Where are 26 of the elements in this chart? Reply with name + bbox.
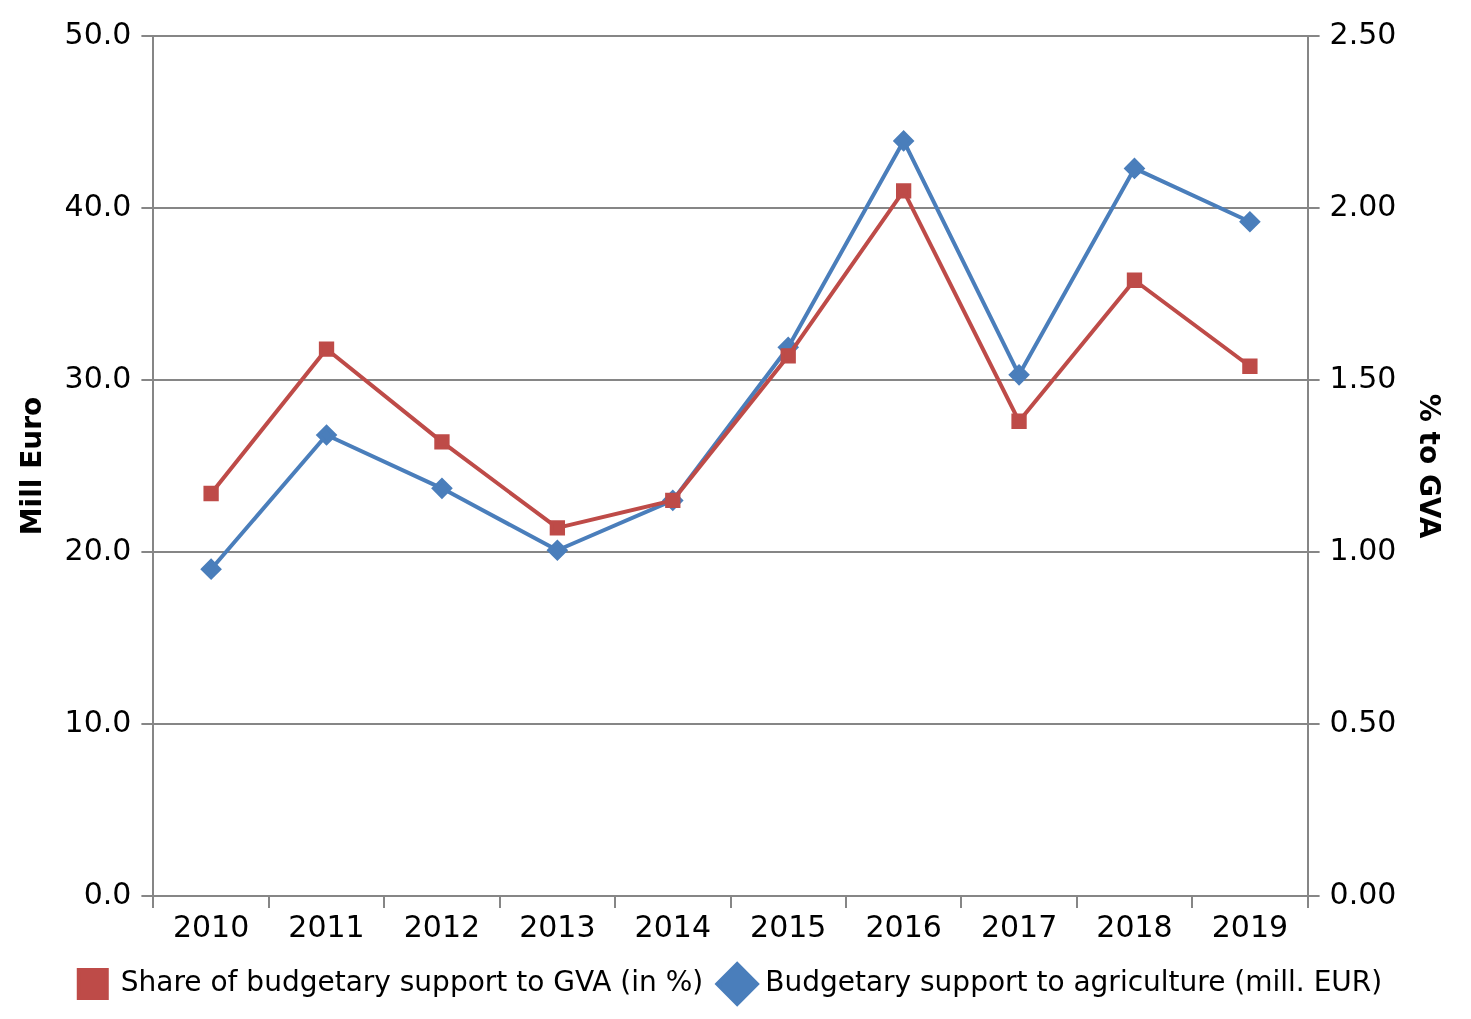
y2-tick-label: 1.00 xyxy=(1329,531,1397,567)
y-tick-label: 0.0 xyxy=(83,875,132,911)
y2-tick-label: 2.50 xyxy=(1329,15,1397,51)
y-axis-title: Mill Euro xyxy=(15,396,49,536)
x-tick-label: 2011 xyxy=(288,908,365,944)
x-tick-label: 2019 xyxy=(1211,908,1289,944)
y2-axis-title: % to GVA xyxy=(1412,393,1446,539)
x-tick-label: 2018 xyxy=(1096,908,1173,944)
x-tick-label: 2012 xyxy=(403,908,481,944)
y-tick-label: 30.0 xyxy=(64,359,132,395)
x-tick-label: 2013 xyxy=(519,908,596,944)
legend-label: Budgetary support to agriculture (mill. EUR) xyxy=(765,965,1383,999)
legend-label: Share of budgetary support to GVA (in %) xyxy=(120,965,704,999)
y-tick-label: 20.0 xyxy=(64,531,132,567)
y-tick-label: 50.0 xyxy=(64,15,132,51)
x-tick-label: 2010 xyxy=(172,908,250,944)
x-tick-label: 2016 xyxy=(865,908,942,944)
x-tick-label: 2015 xyxy=(750,908,827,944)
x-tick-label: 2014 xyxy=(634,908,711,944)
y2-tick-label: 2.00 xyxy=(1329,187,1397,223)
y2-tick-label: 1.50 xyxy=(1329,359,1397,395)
y2-tick-label: 0.00 xyxy=(1329,875,1397,911)
x-tick-label: 2017 xyxy=(980,908,1058,944)
y-tick-label: 10.0 xyxy=(64,703,132,739)
y2-tick-label: 0.50 xyxy=(1329,703,1397,739)
y-tick-label: 40.0 xyxy=(64,187,132,223)
